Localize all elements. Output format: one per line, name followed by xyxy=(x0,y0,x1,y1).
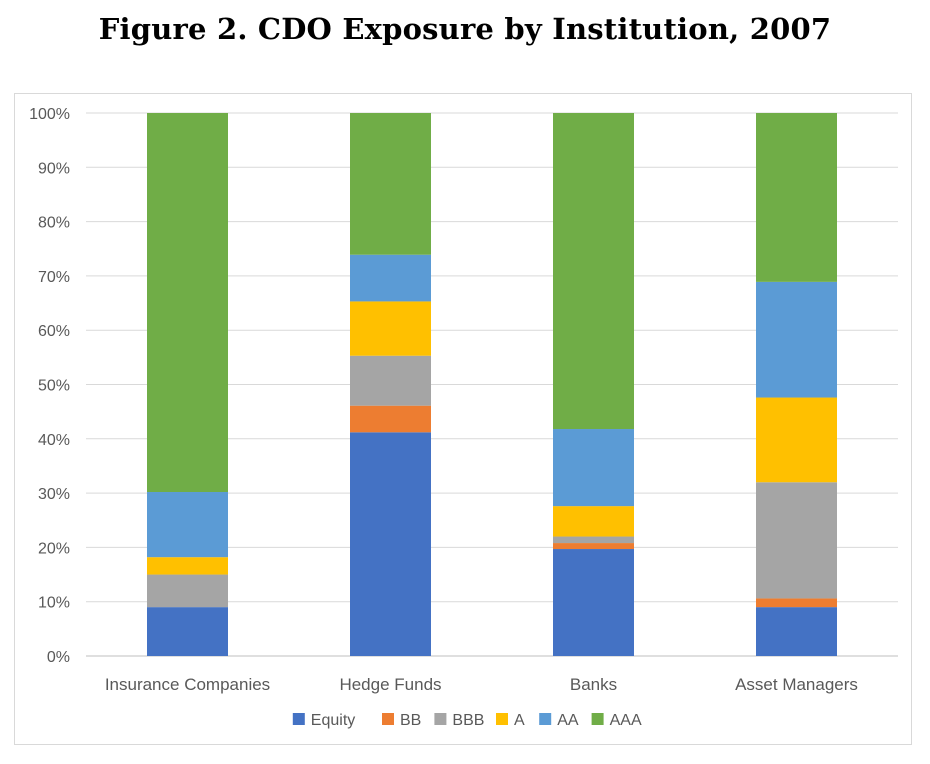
legend: Equity BB BBB A AA AAA xyxy=(292,712,642,729)
y-tick-label: 90% xyxy=(38,160,70,177)
bar-segment-bbb xyxy=(756,482,837,599)
bar-segment-bbb xyxy=(553,536,634,544)
legend-label: BB xyxy=(400,712,421,729)
y-tick-label: 70% xyxy=(38,269,70,286)
bar-segment-aa xyxy=(350,254,431,302)
chart-title: Figure 2. CDO Exposure by Institution, 2… xyxy=(98,12,832,46)
y-tick-label: 50% xyxy=(38,378,70,395)
bar-segment-bb xyxy=(553,543,634,550)
bar-segment-a xyxy=(147,557,228,575)
legend-swatch-bbb xyxy=(434,713,447,725)
legend-label: BBB xyxy=(452,712,484,729)
legend-swatch-a xyxy=(496,713,508,725)
y-tick-label: 30% xyxy=(38,486,70,503)
y-tick-label: 10% xyxy=(38,595,70,612)
bar-segment-a xyxy=(553,506,634,537)
bar-segment-aaa xyxy=(553,113,634,430)
bar-segment-bb xyxy=(756,598,837,608)
bars xyxy=(147,113,837,656)
legend-label: A xyxy=(514,712,525,729)
y-tick-label: 40% xyxy=(38,432,70,449)
legend-label: AA xyxy=(557,712,579,729)
legend-swatch-aaa xyxy=(591,713,604,725)
y-tick-label: 100% xyxy=(29,106,70,123)
bar-segment-a xyxy=(350,301,431,356)
bar-segment-aaa xyxy=(756,113,837,282)
legend-swatch-bb xyxy=(382,713,394,725)
y-tick-label: 20% xyxy=(38,540,70,557)
bar-segment-equity xyxy=(147,607,228,656)
x-category-label: Asset Managers xyxy=(735,675,858,694)
legend-label: AAA xyxy=(610,712,642,729)
x-category-label: Insurance Companies xyxy=(105,675,270,694)
bar-segment-aaa xyxy=(147,113,228,493)
bar-segment-equity xyxy=(553,549,634,656)
bar-segment-bbb xyxy=(350,355,431,406)
bar-segment-aaa xyxy=(350,113,431,255)
y-tick-label: 0% xyxy=(47,649,70,666)
x-category-label: Banks xyxy=(570,675,617,694)
y-axis-ticks: 0% 10% 20% 30% 40% 50% 60% 70% 80% 90% 100% xyxy=(29,106,70,666)
bar-segment-equity xyxy=(756,607,837,656)
bar-segment-bbb xyxy=(147,574,228,608)
x-axis-labels: Insurance Companies Hedge Funds Banks Asset… xyxy=(105,675,858,694)
bar-segment-aa xyxy=(147,492,228,558)
legend-label: Equity xyxy=(311,712,355,729)
bar-segment-a xyxy=(756,397,837,483)
bar-segment-bb xyxy=(350,405,431,433)
legend-swatch-equity xyxy=(292,713,305,725)
y-tick-label: 60% xyxy=(38,323,70,340)
legend-swatch-aa xyxy=(539,713,552,725)
chart-frame xyxy=(14,93,912,745)
bar-segment-equity xyxy=(350,432,431,656)
x-category-label: Hedge Funds xyxy=(339,675,441,694)
bar-segment-aa xyxy=(756,281,837,398)
bar-segment-aa xyxy=(553,429,634,507)
y-tick-label: 80% xyxy=(38,215,70,232)
